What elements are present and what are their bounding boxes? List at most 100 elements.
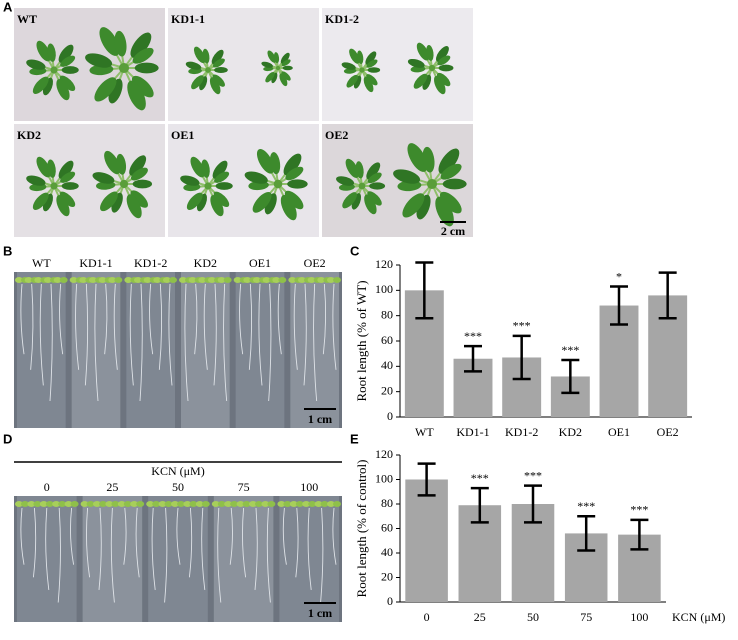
photo-label: KD1-1	[171, 12, 205, 26]
strip	[290, 272, 339, 428]
leaf	[285, 166, 304, 181]
significance: ***	[513, 319, 531, 333]
seedling-strip	[15, 496, 79, 622]
y-tick-label: 60	[381, 333, 393, 347]
y-tick-label: 0	[387, 594, 393, 608]
cotyledon	[179, 277, 187, 283]
seedling-strip	[179, 272, 232, 428]
x-tick-label: OE2	[657, 425, 679, 439]
leaf	[132, 179, 153, 189]
root	[84, 283, 89, 386]
leaf	[196, 193, 207, 212]
leaf	[349, 48, 360, 64]
center	[426, 178, 438, 190]
y-tick-label: 20	[381, 569, 393, 583]
cotyledon	[333, 277, 341, 283]
panel-label: B	[3, 243, 12, 258]
leaf	[61, 182, 79, 190]
plate-label: 75	[238, 480, 250, 494]
plate-label: WT	[32, 256, 51, 270]
plant-photo: WT	[14, 8, 165, 121]
leaf	[108, 78, 123, 104]
leaf	[407, 58, 425, 68]
leaf	[426, 44, 434, 61]
center	[204, 182, 212, 190]
cotyledon	[308, 501, 317, 507]
cotyledon	[15, 501, 23, 507]
leaf	[92, 172, 115, 184]
root	[57, 507, 61, 603]
cotyledon	[80, 501, 89, 507]
cotyledon	[295, 501, 304, 507]
root	[258, 283, 263, 386]
leaf	[366, 74, 378, 86]
leaf	[365, 51, 377, 65]
seedling-strip	[277, 496, 341, 622]
cotyledon	[302, 501, 311, 507]
cotyledon	[130, 501, 139, 507]
leaf	[104, 150, 121, 175]
root	[113, 283, 118, 370]
cotyledon	[117, 501, 126, 507]
cotyledon	[208, 277, 216, 283]
root	[242, 507, 247, 578]
cotyledon	[272, 277, 281, 283]
root	[277, 283, 282, 355]
leaf	[438, 64, 454, 72]
leaf	[130, 32, 152, 58]
leaf	[252, 191, 272, 213]
center	[359, 67, 365, 73]
cotyledon	[262, 277, 271, 283]
root	[332, 283, 337, 370]
cotyledon	[158, 501, 167, 507]
leaf	[369, 182, 386, 190]
cotyledon	[146, 501, 155, 507]
root	[248, 283, 253, 370]
error-bar	[561, 358, 580, 395]
cotyledon	[224, 501, 233, 507]
center	[205, 67, 211, 73]
leaf	[132, 47, 154, 64]
x-tick-label: 100	[630, 610, 648, 624]
leaf	[281, 59, 291, 67]
plate-label: KD2	[194, 256, 217, 270]
leaf	[131, 75, 154, 98]
cotyledon	[236, 501, 245, 507]
leaf	[279, 73, 288, 87]
leaf	[402, 193, 425, 218]
scale-bar-label: 2 cm	[441, 224, 465, 238]
cotyledon	[86, 501, 95, 507]
root	[203, 283, 208, 370]
leaf	[56, 79, 70, 101]
leaf	[190, 156, 205, 178]
leaf	[435, 196, 454, 227]
error-bar	[417, 462, 436, 497]
plate-label: 100	[300, 480, 318, 494]
root	[217, 507, 222, 603]
panel-label: D	[3, 431, 12, 446]
leaf	[416, 42, 430, 61]
significance: ***	[524, 468, 542, 482]
error-bar	[610, 285, 628, 326]
cotyledon	[320, 501, 329, 507]
center	[273, 179, 283, 189]
photo-label: KD1-2	[325, 12, 359, 26]
error-bar	[524, 484, 542, 524]
root	[149, 283, 154, 355]
significance: ***	[471, 471, 489, 485]
seedling-strip	[146, 496, 210, 622]
leaf	[26, 175, 46, 186]
root	[322, 283, 327, 355]
leaf	[355, 161, 364, 179]
kcn-title: KCN (μM)	[151, 464, 204, 478]
cotyledon	[124, 277, 133, 283]
photos: WT KD1-1 KD1-2 KD2 OE1 OE2 2 cm WT KD1-1 KD1-2 KD2…	[14, 8, 473, 622]
leaf	[273, 52, 280, 64]
cotyledon	[267, 501, 276, 507]
leaf	[129, 155, 147, 176]
plate-label: OE2	[304, 256, 326, 270]
leaf	[58, 44, 74, 63]
root	[293, 283, 298, 370]
seedling-strip	[69, 272, 123, 428]
cotyledon	[261, 501, 270, 507]
